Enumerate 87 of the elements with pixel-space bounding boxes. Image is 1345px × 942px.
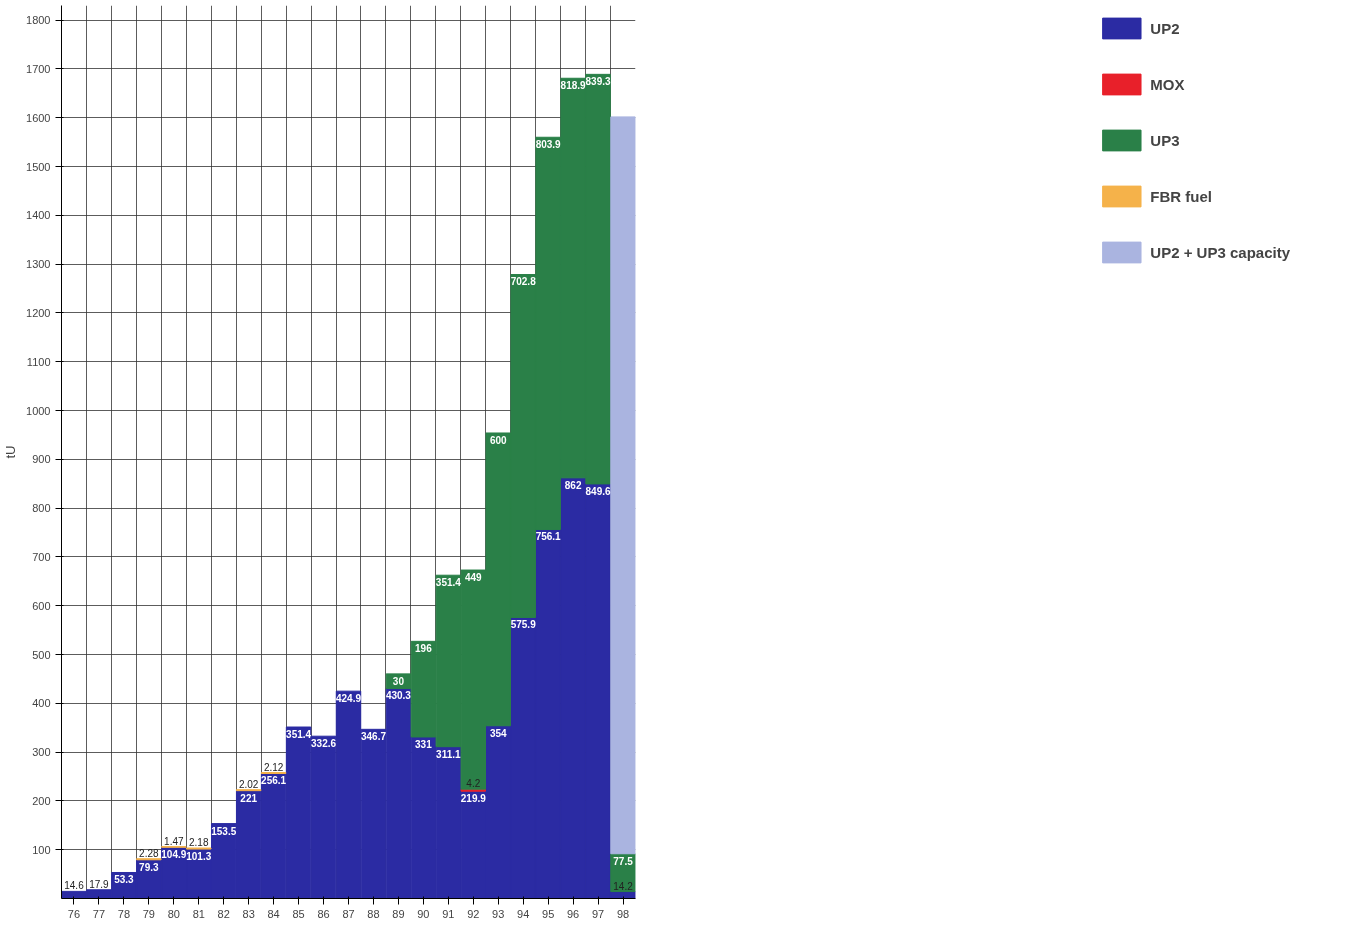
- y-tick-label: 1200: [26, 306, 51, 319]
- data-label: 351.4: [435, 577, 462, 589]
- x-tick-label: 89: [392, 907, 405, 920]
- x-tick-label: 94: [517, 907, 530, 920]
- legend-label: FBR fuel: [1150, 187, 1212, 205]
- data-label: 79.3: [139, 861, 160, 873]
- bar: [610, 116, 636, 855]
- data-label: 2.02: [238, 778, 259, 790]
- x-tick-label: 97: [591, 907, 605, 920]
- data-label: 424.9: [335, 693, 362, 705]
- data-label: 1.47: [164, 835, 184, 847]
- data-label: 14.6: [64, 880, 85, 892]
- y-tick-label: 900: [32, 453, 51, 466]
- y-tick-label: 400: [32, 697, 51, 710]
- data-label: 311.1: [436, 748, 461, 760]
- y-tick-label: 100: [32, 843, 51, 856]
- y-tick-label: 1100: [26, 355, 51, 368]
- data-label: 803.9: [535, 139, 562, 151]
- data-label: 221: [240, 792, 258, 804]
- data-label: 2.18: [189, 837, 209, 849]
- data-label: 14.2: [613, 880, 634, 892]
- x-tick-label: 91: [442, 907, 455, 920]
- data-label: 30: [392, 675, 405, 687]
- x-tick-label: 80: [167, 907, 180, 920]
- x-tick-label: 79: [142, 907, 155, 920]
- x-tick-label: 82: [217, 907, 230, 920]
- data-label: 17.9: [89, 878, 110, 890]
- data-label: 449: [464, 571, 483, 583]
- y-tick-label: 1800: [26, 14, 51, 27]
- y-tick-label: 700: [32, 550, 51, 563]
- x-tick-label: 95: [542, 907, 555, 920]
- data-label: 600: [489, 434, 508, 446]
- x-tick-label: 87: [342, 907, 355, 920]
- data-label: 153.5: [211, 825, 237, 837]
- x-tick-label: 76: [67, 907, 81, 920]
- x-tick-label: 86: [317, 907, 330, 920]
- data-label: 332.6: [311, 738, 337, 750]
- y-tick-label: 500: [32, 648, 51, 661]
- data-label: 849.6: [585, 485, 612, 497]
- x-tick-label: 84: [267, 907, 280, 920]
- data-label: 331: [415, 738, 433, 750]
- data-label: 4.2: [466, 778, 481, 790]
- data-label: 351.4: [286, 728, 312, 740]
- data-label: 839.3: [585, 76, 612, 88]
- data-label: 818.9: [560, 80, 587, 92]
- y-tick-label: 1400: [26, 209, 51, 222]
- x-tick-label: 96: [566, 907, 580, 920]
- y-tick-label: 1600: [26, 111, 51, 124]
- data-label: 756.1: [535, 531, 562, 543]
- y-tick-label: 200: [32, 794, 51, 807]
- legend-label: UP3: [1150, 131, 1180, 149]
- x-tick-label: 90: [417, 907, 430, 920]
- data-label: 104.9: [161, 849, 187, 861]
- y-tick-label: 1700: [26, 62, 51, 75]
- data-label: 101.3: [186, 851, 212, 862]
- x-tick-label: 98: [616, 907, 630, 920]
- data-label: 53.3: [114, 874, 135, 886]
- x-tick-label: 77: [92, 907, 106, 920]
- y-tick-label: 1500: [26, 160, 51, 173]
- legend-label: UP2: [1150, 19, 1180, 37]
- data-label: 77.5: [613, 855, 634, 867]
- x-tick-label: 92: [467, 907, 480, 920]
- x-tick-label: 88: [367, 907, 380, 920]
- y-tick-label: 800: [32, 502, 51, 515]
- data-label: 346.7: [360, 731, 387, 743]
- x-tick-label: 78: [117, 907, 131, 920]
- x-tick-label: 81: [192, 907, 205, 920]
- x-tick-label: 85: [292, 907, 305, 920]
- data-label: 2.12: [263, 761, 284, 773]
- data-label: 2.28: [139, 847, 160, 859]
- data-label: 862: [564, 479, 582, 491]
- y-tick-label: 300: [32, 746, 51, 759]
- data-label: 702.8: [510, 276, 537, 288]
- data-label: 575.9: [510, 619, 537, 631]
- data-label: 430.3: [385, 690, 412, 702]
- x-tick-label: 93: [492, 907, 505, 920]
- data-label: 196: [415, 643, 433, 655]
- y-tick-label: 1300: [26, 258, 51, 271]
- data-label: 256.1: [261, 775, 287, 787]
- data-label: 219.9: [460, 793, 487, 805]
- legend-label: MOX: [1150, 75, 1185, 93]
- legend-label: UP2 + UP3 capacity: [1150, 243, 1290, 261]
- y-tick-label: 1000: [26, 404, 51, 417]
- x-tick-label: 83: [242, 907, 255, 920]
- y-tick-label: 600: [32, 599, 51, 612]
- y-axis-title: tU: [3, 445, 19, 459]
- data-label: 354: [489, 727, 508, 739]
